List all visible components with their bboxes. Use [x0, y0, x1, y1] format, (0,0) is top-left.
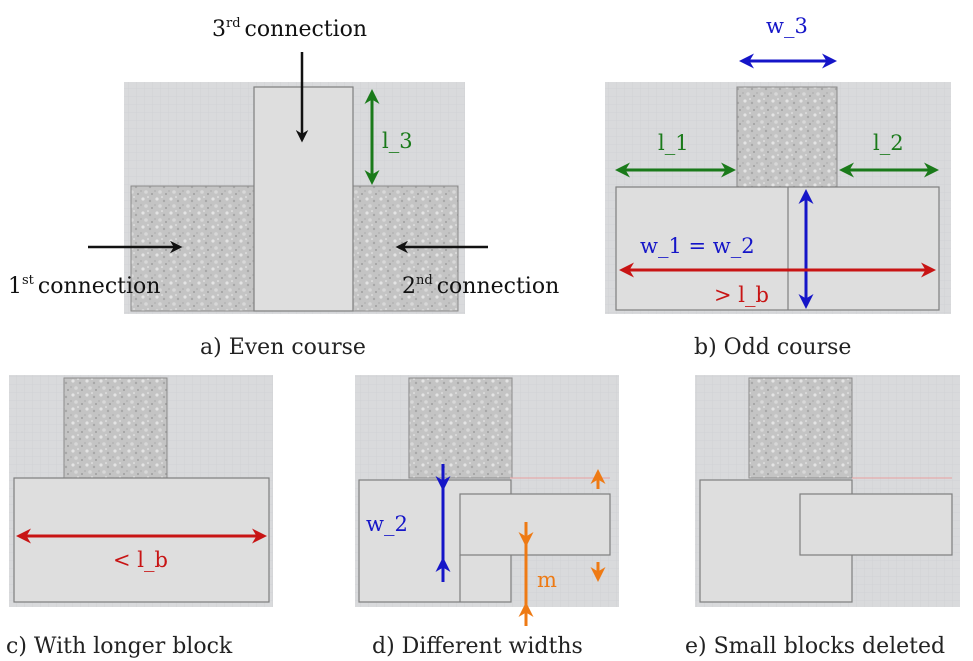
panel-b: w_3 l_1 l_2 w_1 = w_2 > l_b b) Odd cours… — [605, 14, 951, 360]
lt-lb-label: < l_b — [113, 548, 168, 572]
long-block — [615, 186, 940, 311]
longer-block — [13, 477, 270, 603]
panel-c-caption: c) With longer block — [6, 634, 233, 659]
first-connection-label: 1st connection — [8, 273, 160, 299]
top-stone-block — [736, 86, 838, 188]
l1-label: l_1 — [658, 131, 689, 155]
right-narrow-block — [799, 493, 953, 556]
w1-equals-w2-label: w_1 = w_2 — [640, 234, 755, 258]
top-stone-block — [408, 377, 513, 479]
w2-label: w_2 — [366, 512, 408, 536]
center-block — [253, 86, 354, 312]
panel-b-caption: b) Odd course — [694, 335, 851, 360]
panel-a-caption: a) Even course — [200, 335, 366, 360]
panel-d: w_2 m d) Different widths — [355, 375, 619, 659]
panel-d-caption: d) Different widths — [372, 634, 583, 659]
second-connection-label: 2nd connection — [402, 273, 559, 299]
m-label: m — [537, 568, 557, 592]
right-narrow-block — [459, 493, 611, 556]
l3-label: l_3 — [382, 129, 413, 153]
top-stone-block — [63, 377, 168, 479]
panel-e-caption: e) Small blocks deleted — [685, 634, 945, 659]
panel-c: < l_b c) With longer block — [6, 375, 273, 659]
w3-label: w_3 — [766, 14, 808, 38]
left-stone-block — [130, 185, 255, 312]
gt-lb-label: > l_b — [714, 283, 769, 307]
panel-e: e) Small blocks deleted — [685, 375, 960, 659]
third-connection-label: 3rd connection — [212, 16, 367, 42]
panel-a: 3rd connection l_3 1st connection 2nd conne… — [8, 16, 559, 360]
l2-label: l_2 — [873, 131, 904, 155]
top-stone-block — [748, 377, 853, 479]
